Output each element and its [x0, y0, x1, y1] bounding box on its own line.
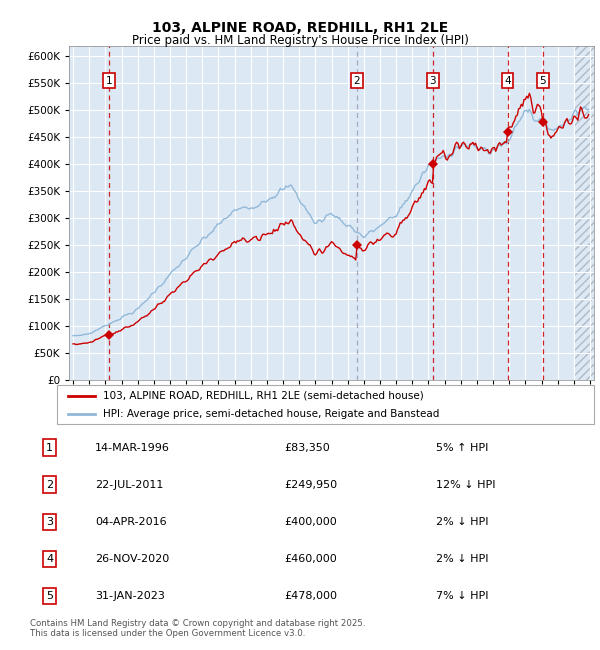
Text: 12% ↓ HPI: 12% ↓ HPI	[436, 480, 496, 489]
Text: 2: 2	[46, 480, 53, 489]
Text: 26-NOV-2020: 26-NOV-2020	[95, 554, 169, 564]
Text: 4: 4	[504, 75, 511, 86]
Text: 14-MAR-1996: 14-MAR-1996	[95, 443, 170, 452]
Text: 31-JAN-2023: 31-JAN-2023	[95, 591, 165, 601]
Text: £249,950: £249,950	[284, 480, 337, 489]
Text: 5: 5	[46, 591, 53, 601]
Text: Price paid vs. HM Land Registry's House Price Index (HPI): Price paid vs. HM Land Registry's House …	[131, 34, 469, 47]
Text: 22-JUL-2011: 22-JUL-2011	[95, 480, 163, 489]
Text: 4: 4	[46, 554, 53, 564]
Text: 103, ALPINE ROAD, REDHILL, RH1 2LE: 103, ALPINE ROAD, REDHILL, RH1 2LE	[152, 21, 448, 35]
Text: 5% ↑ HPI: 5% ↑ HPI	[436, 443, 488, 452]
Text: 2% ↓ HPI: 2% ↓ HPI	[436, 517, 488, 526]
Text: 1: 1	[106, 75, 112, 86]
Text: 1: 1	[46, 443, 53, 452]
Text: 2: 2	[353, 75, 360, 86]
Text: £460,000: £460,000	[284, 554, 337, 564]
Text: 7% ↓ HPI: 7% ↓ HPI	[436, 591, 488, 601]
Text: £83,350: £83,350	[284, 443, 329, 452]
Text: £400,000: £400,000	[284, 517, 337, 526]
Text: Contains HM Land Registry data © Crown copyright and database right 2025.
This d: Contains HM Land Registry data © Crown c…	[30, 619, 365, 638]
Text: 04-APR-2016: 04-APR-2016	[95, 517, 166, 526]
Text: 3: 3	[430, 75, 436, 86]
Bar	[574, 46, 594, 380]
Text: HPI: Average price, semi-detached house, Reigate and Banstead: HPI: Average price, semi-detached house,…	[103, 409, 439, 419]
Text: 3: 3	[46, 517, 53, 526]
Text: 103, ALPINE ROAD, REDHILL, RH1 2LE (semi-detached house): 103, ALPINE ROAD, REDHILL, RH1 2LE (semi…	[103, 391, 424, 400]
Text: £478,000: £478,000	[284, 591, 337, 601]
Text: 5: 5	[539, 75, 546, 86]
Text: 2% ↓ HPI: 2% ↓ HPI	[436, 554, 488, 564]
